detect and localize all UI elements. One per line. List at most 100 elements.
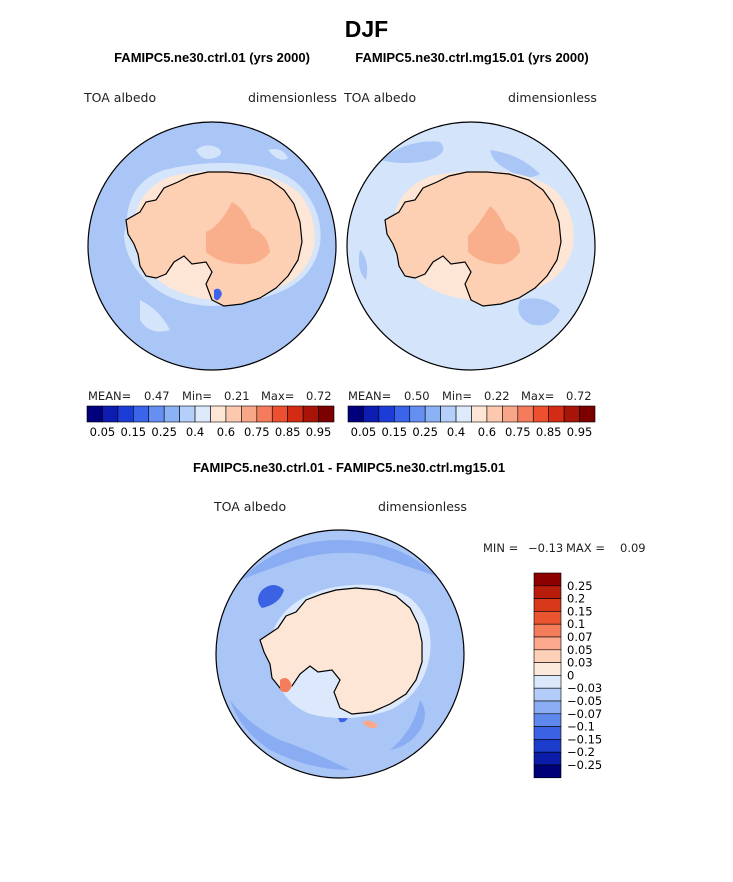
panel-1-max-value: 0.72 xyxy=(306,389,332,403)
panel-1-colorbar-label: 0.75 xyxy=(244,425,270,439)
panel-2-border xyxy=(346,121,596,371)
panel-2-colorbar-box xyxy=(502,405,519,423)
panel-2-colorbar-box xyxy=(532,405,549,423)
panel-3-colorbar-label: −0.05 xyxy=(567,694,602,708)
panel-1-colorbar-box xyxy=(102,405,119,423)
panel-3-red-coast-anomaly xyxy=(362,720,378,729)
panel-2-min-label: Min= xyxy=(442,389,473,403)
panel-2-colorbar-label: 0.6 xyxy=(478,425,496,439)
panel-3-colorbar-box xyxy=(533,687,562,702)
panel-3-colorbar-label: −0.15 xyxy=(567,732,602,746)
panel-3-colorbar-label: 0.15 xyxy=(567,604,593,618)
panel-1-title: FAMIPC5.ne30.ctrl.01 (yrs 2000) xyxy=(114,50,310,65)
panel-1-colorbar-box xyxy=(302,405,319,423)
panel-2-colorbar-box xyxy=(455,405,472,423)
panel-1-colorbar-box xyxy=(117,405,134,423)
panel-3-units: dimensionless xyxy=(378,499,467,514)
panel-2-colorbar-label: 0.15 xyxy=(382,425,408,439)
panel-3-colorbar-box xyxy=(533,726,562,740)
panel-2-colorbar-box xyxy=(471,405,488,423)
panel-3-colorbar-label: −0.07 xyxy=(567,707,602,721)
panel-3-colorbar-box xyxy=(533,649,562,663)
panel-2-colorbar-box xyxy=(548,405,565,423)
panel-2-max-label: Max= xyxy=(521,389,555,403)
panel-2-interior-peak xyxy=(468,206,520,265)
panel-1-max-label: Max= xyxy=(261,389,295,403)
panel-2-colorbar-label: 0.95 xyxy=(567,425,593,439)
panel-3-colorbar-box xyxy=(533,700,562,715)
panel-2-min-value: 0.22 xyxy=(484,389,510,403)
panel-1-colorbar-box xyxy=(179,405,196,423)
panel-3-variable: TOA albedo xyxy=(214,499,287,514)
panel-3-colorbar-box xyxy=(533,662,562,676)
panel-1-colorbar-box xyxy=(133,405,150,423)
panel-3-red-peninsula-anomaly xyxy=(280,678,292,693)
panel-3-colorbar-box xyxy=(533,623,562,638)
panel-3-medium-blue-ring xyxy=(230,540,436,770)
panel-3-colorbar-box xyxy=(533,585,562,599)
panel-2-units: dimensionless xyxy=(508,90,597,105)
panel-3-colorbar-label: 0.05 xyxy=(567,643,593,657)
panel-1-min-label: Min= xyxy=(182,389,213,403)
panel-2-colorbar-box xyxy=(363,405,380,423)
panel-2-colorbar: 0.05 0.15 0.25 0.4 0.6 0.75 0.85 0.95 xyxy=(347,405,596,439)
panel-3-colorbar-label: −0.25 xyxy=(567,758,602,772)
panel-1-colorbar-label: 0.15 xyxy=(121,425,147,439)
panel-2-mean-label: MEAN= xyxy=(348,389,392,403)
panel-1-mean-label: MEAN= xyxy=(88,389,132,403)
panel-3-colorbar-box xyxy=(533,636,562,651)
panel-1-colorbar-label: 0.05 xyxy=(90,425,116,439)
panel-3-max-label: MAX = xyxy=(566,541,605,555)
panel-1-units: dimensionless xyxy=(248,90,337,105)
panel-2-colorbar-label: 0.25 xyxy=(412,425,438,439)
panel-3-colorbar-label: −0.03 xyxy=(567,681,602,695)
panel-2-colorbar-label: 0.85 xyxy=(536,425,562,439)
season-title: DJF xyxy=(344,16,389,42)
panel-2-max-value: 0.72 xyxy=(566,389,592,403)
panel-2-variable: TOA albedo xyxy=(344,90,417,105)
panel-3-min-label: MIN = xyxy=(483,541,519,555)
panel-3-colorbar-label: 0.03 xyxy=(567,656,593,670)
panel-1-colorbar-label: 0.25 xyxy=(151,425,177,439)
panel-2-mean-value: 0.50 xyxy=(404,389,430,403)
panel-3-colorbar-box xyxy=(533,713,562,727)
panel-3-colorbar-label: −0.1 xyxy=(567,720,595,734)
panel-3-colorbar: 0.250.20.150.10.070.050.030−0.03−0.05−0.… xyxy=(533,572,602,779)
panel-1-colorbar-box xyxy=(225,405,242,423)
panel-3-min-value: −0.13 xyxy=(528,541,564,555)
panel-1-map xyxy=(87,121,337,371)
panel-3-colorbar-label: 0.25 xyxy=(567,579,593,593)
panel-1-border xyxy=(87,121,337,371)
panel-1-colorbar-box xyxy=(86,405,103,423)
panel-1-light-ocean-patch xyxy=(140,145,288,332)
panel-2-title: FAMIPC5.ne30.ctrl.mg15.01 (yrs 2000) xyxy=(355,50,589,65)
panel-1-colorbar-box xyxy=(241,405,258,423)
panel-3-border xyxy=(215,529,465,779)
panel-3-title: FAMIPC5.ne30.ctrl.01 - FAMIPC5.ne30.ctrl… xyxy=(192,460,506,475)
panel-1-colorbar-box xyxy=(318,405,335,423)
panel-1-interior-peak xyxy=(206,202,270,265)
panel-2-blue-patches xyxy=(358,141,560,326)
panel-1-colorbar-box xyxy=(256,405,273,423)
panel-1-colorbar-label: 0.95 xyxy=(306,425,332,439)
panel-3-colorbar-box xyxy=(533,598,562,612)
panel-3-colorbar-box xyxy=(533,675,562,689)
panel-2-colorbar-box xyxy=(563,405,580,423)
panel-1-colorbar-box xyxy=(148,405,165,423)
panel-2-colorbar-box xyxy=(517,405,534,423)
panel-3-map xyxy=(215,529,465,779)
panel-2-colorbar-label: 0.4 xyxy=(447,425,465,439)
panel-1-colorbar: 0.05 0.15 0.25 0.4 0.6 0.75 0.85 0.95 xyxy=(86,405,335,439)
panel-2-colorbar-label: 0.75 xyxy=(505,425,531,439)
panel-2-colorbar-box xyxy=(409,405,426,423)
panel-1-colorbar-box xyxy=(210,405,227,423)
panel-1-colorbar-box xyxy=(163,405,180,423)
panel-3-colorbar-box xyxy=(533,611,562,625)
panel-1-colorbar-label: 0.6 xyxy=(217,425,235,439)
panel-3-colorbar-label: 0.2 xyxy=(567,592,585,606)
panel-2-colorbar-box xyxy=(378,405,395,423)
panel-1-colorbar-label: 0.85 xyxy=(275,425,301,439)
panel-1-variable: TOA albedo xyxy=(84,90,157,105)
panel-2-colorbar-label: 0.05 xyxy=(351,425,377,439)
